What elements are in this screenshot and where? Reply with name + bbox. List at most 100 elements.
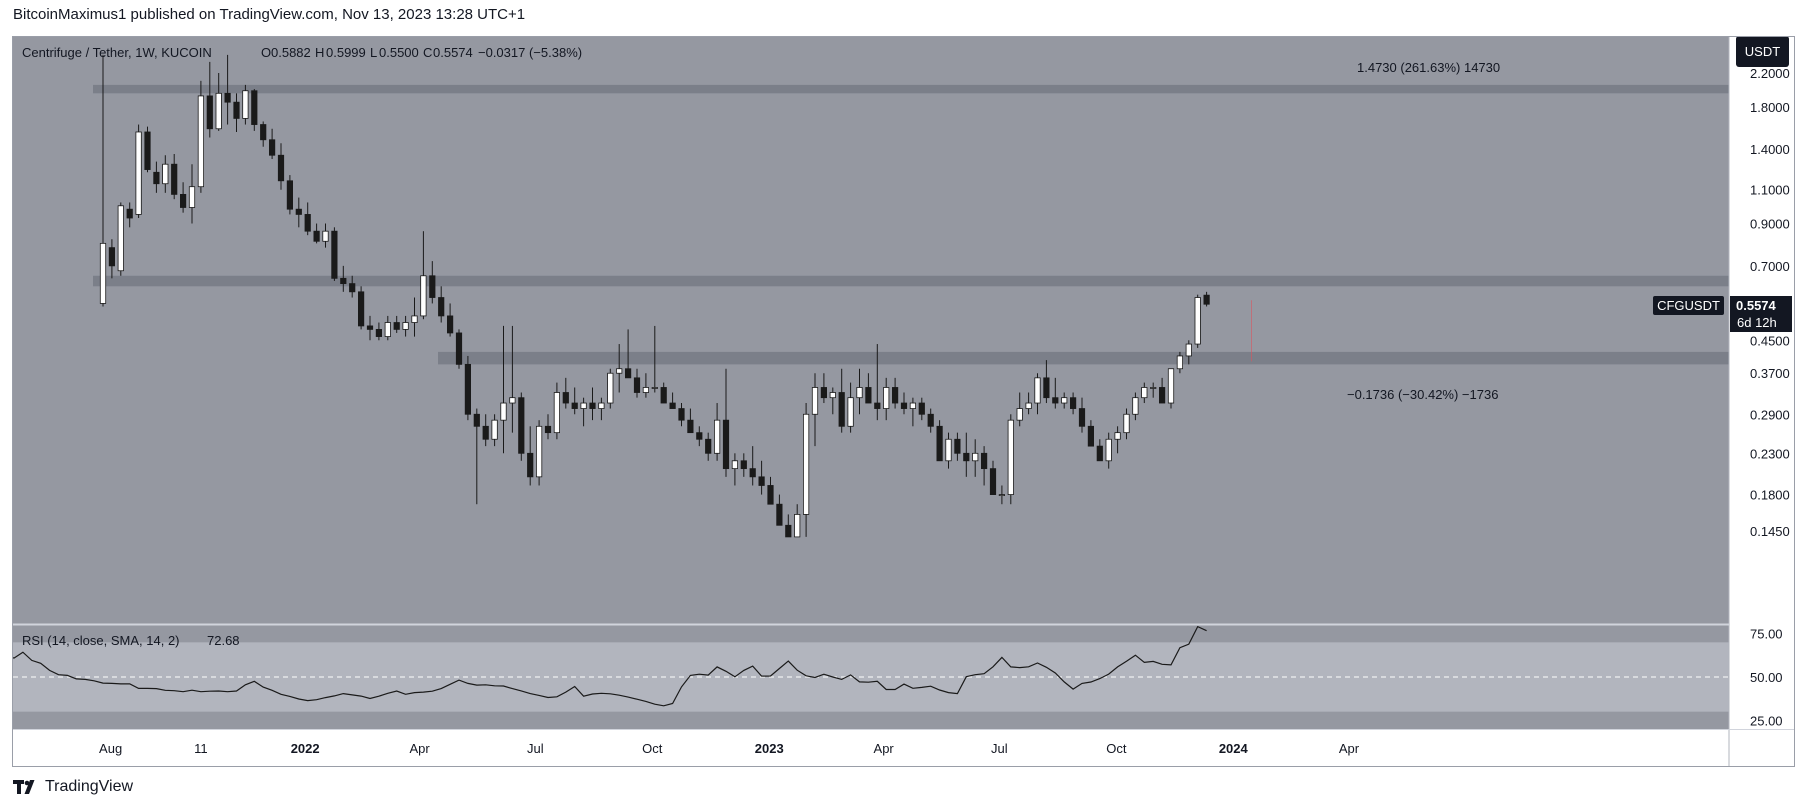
candle-body <box>963 452 970 462</box>
candle-body <box>811 387 819 415</box>
candle-body <box>260 124 267 141</box>
candle-body <box>171 163 178 195</box>
currency-label: USDT <box>1745 44 1780 59</box>
candle-body <box>731 460 739 470</box>
legend-open-value: 0.5882 <box>271 45 311 60</box>
candle-body <box>758 476 765 486</box>
candle-body <box>1070 397 1077 409</box>
candle-body <box>616 368 623 374</box>
legend-low-label: L <box>370 45 377 60</box>
candle-body <box>491 419 498 440</box>
candle-body <box>464 363 472 415</box>
candle-body <box>206 95 213 130</box>
candle-body <box>1016 408 1023 421</box>
price-tick-label: 1.1000 <box>1750 183 1790 198</box>
candle-body <box>669 402 676 409</box>
candle-body <box>580 402 587 409</box>
candle-body <box>1105 438 1112 462</box>
time-axis[interactable]: Aug 11 2022 Apr Jul Oct 2023 Apr Jul Oct 2024 Apr <box>99 741 1360 756</box>
chart-canvas[interactable]: Centrifuge / Tether, 1W, KUCOIN O 0.5882… <box>4 36 1794 766</box>
candle-body <box>446 315 454 334</box>
candle-body <box>402 322 409 330</box>
candle-body <box>536 425 543 478</box>
candle-body <box>1114 432 1121 440</box>
price-tick-label: 0.7000 <box>1750 259 1790 274</box>
candle-body <box>696 432 703 440</box>
legend-high-label: H <box>315 45 324 60</box>
candle-body <box>482 425 489 440</box>
candle-body <box>651 387 658 389</box>
candle-body <box>945 438 952 462</box>
candle-body <box>705 438 712 454</box>
legend-change: −0.0317 (−5.38%) <box>478 45 582 60</box>
candle-body <box>1185 343 1192 357</box>
chart-container[interactable]: Centrifuge / Tether, 1W, KUCOIN O 0.5882… <box>4 36 1795 767</box>
candle-body <box>518 397 525 454</box>
legend-symbol: Centrifuge / Tether, 1W, KUCOIN <box>22 45 212 60</box>
candle-body <box>144 131 151 170</box>
brand-name: TradingView <box>45 778 134 795</box>
candle-body <box>571 402 578 409</box>
candle-body <box>375 328 383 337</box>
price-pane[interactable] <box>13 37 1729 624</box>
candle-body <box>883 387 890 409</box>
candle-body <box>892 387 899 404</box>
candle-body <box>126 208 133 219</box>
candle-body <box>1078 408 1086 427</box>
candle-body <box>633 377 641 393</box>
resistance-zones <box>93 84 1729 365</box>
time-tick-label: 2024 <box>1219 741 1249 756</box>
candle-body <box>1025 402 1032 409</box>
legend-low-value: 0.5500 <box>379 45 419 60</box>
resistance-zone <box>93 275 1729 287</box>
price-tick-label: 0.9000 <box>1750 217 1790 232</box>
currency-button[interactable]: USDT <box>1736 36 1789 67</box>
price-tick-label: 0.4500 <box>1750 333 1790 348</box>
candle-body <box>803 413 810 515</box>
time-tick-label: Jul <box>991 741 1008 756</box>
candle-body <box>722 419 730 470</box>
candle-body <box>179 193 187 208</box>
candle-body <box>99 242 107 304</box>
rsi-axis[interactable]: 75.00 50.00 25.00 <box>1750 627 1783 729</box>
tradingview-brand[interactable]: TradingView <box>13 778 133 796</box>
time-tick-label: Jul <box>527 741 544 756</box>
time-tick-label: 11 <box>194 741 208 756</box>
candle-body <box>313 230 320 242</box>
candle-body <box>286 180 294 210</box>
candle-body <box>865 387 872 404</box>
price-tag-value: 0.5574 <box>1736 298 1777 313</box>
candle-body <box>420 275 427 317</box>
price-axis[interactable]: 2.2000 1.8000 1.4000 1.1000 0.9000 0.7000 0.45… <box>1750 66 1790 539</box>
rsi-tick-label: 75.00 <box>1750 627 1783 642</box>
price-tick-label: 1.4000 <box>1750 142 1790 157</box>
time-tick-label: Apr <box>874 741 895 756</box>
candle-body <box>233 101 240 119</box>
rsi-tick-label: 25.00 <box>1750 713 1783 728</box>
candle-body <box>820 387 828 399</box>
candle-body <box>1132 397 1139 415</box>
candle-body <box>1034 377 1041 404</box>
candle-body <box>349 283 356 293</box>
candle-body <box>740 460 747 470</box>
candle-body <box>972 452 979 462</box>
candle-body <box>794 514 801 538</box>
price-tick-label: 0.1450 <box>1750 524 1790 539</box>
candle-body <box>776 503 783 526</box>
candle-body <box>1007 419 1014 495</box>
candle-body <box>749 468 756 478</box>
candle-body <box>1123 413 1130 434</box>
legend-open-label: O <box>261 45 271 60</box>
price-tick-label: 0.2300 <box>1750 446 1790 461</box>
last-price-tag: CFGUSDT 0.5574 6d 12h <box>1653 296 1792 332</box>
price-tick-label: 2.2000 <box>1750 66 1790 81</box>
resistance-zone <box>438 351 1729 365</box>
candle-body <box>438 297 445 317</box>
candle-body <box>500 402 507 421</box>
candle-body <box>1141 387 1148 399</box>
candle-body <box>366 325 374 330</box>
candle-body <box>642 387 650 393</box>
candle-body <box>1159 387 1166 404</box>
rsi-line <box>4 625 1207 707</box>
rsi-indicator <box>4 625 1729 712</box>
